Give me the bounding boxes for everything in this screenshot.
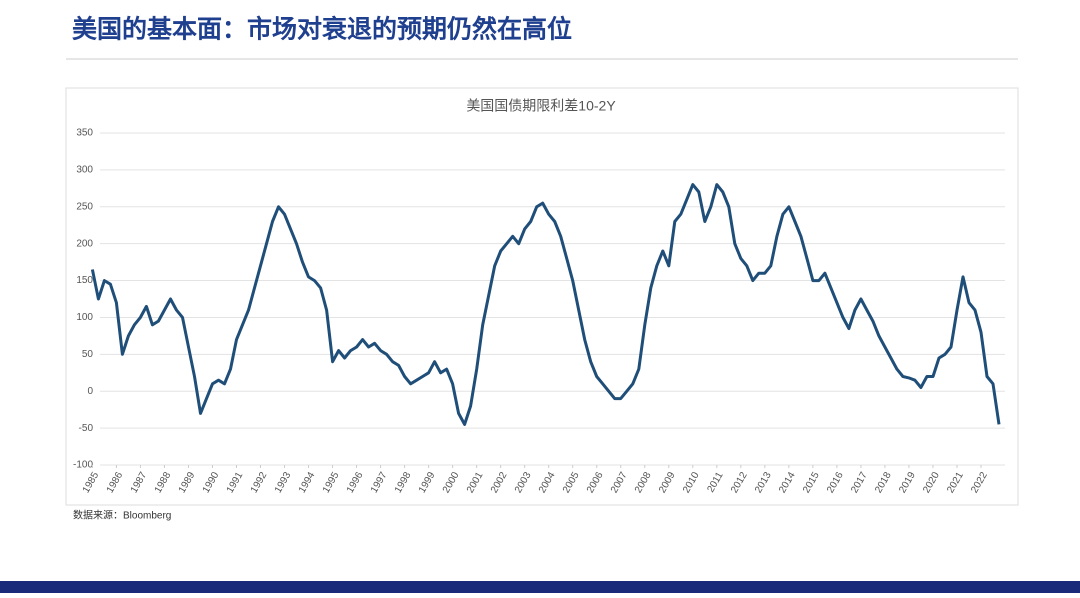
y-tick-label: -50: [79, 423, 94, 434]
chart-title: 美国国债期限利差10-2Y: [466, 98, 616, 114]
slide-title: 美国的基本面：市场对衰退的预期仍然在高位: [72, 15, 572, 44]
y-tick-label: 300: [76, 165, 93, 176]
footer-bar: [0, 581, 1080, 593]
y-tick-label: 150: [76, 275, 93, 286]
y-tick-label: 0: [87, 386, 93, 397]
y-tick-label: 50: [82, 349, 94, 360]
y-tick-label: 250: [76, 201, 93, 212]
y-tick-label: 100: [76, 312, 93, 323]
chart-frame: [65, 87, 1019, 506]
y-tick-label: -100: [73, 460, 93, 471]
y-tick-label: 200: [76, 238, 93, 249]
source-note: 数据来源：Bloomberg: [73, 509, 171, 522]
series-line: [90, 183, 1001, 426]
y-tick-label: 350: [76, 128, 93, 139]
